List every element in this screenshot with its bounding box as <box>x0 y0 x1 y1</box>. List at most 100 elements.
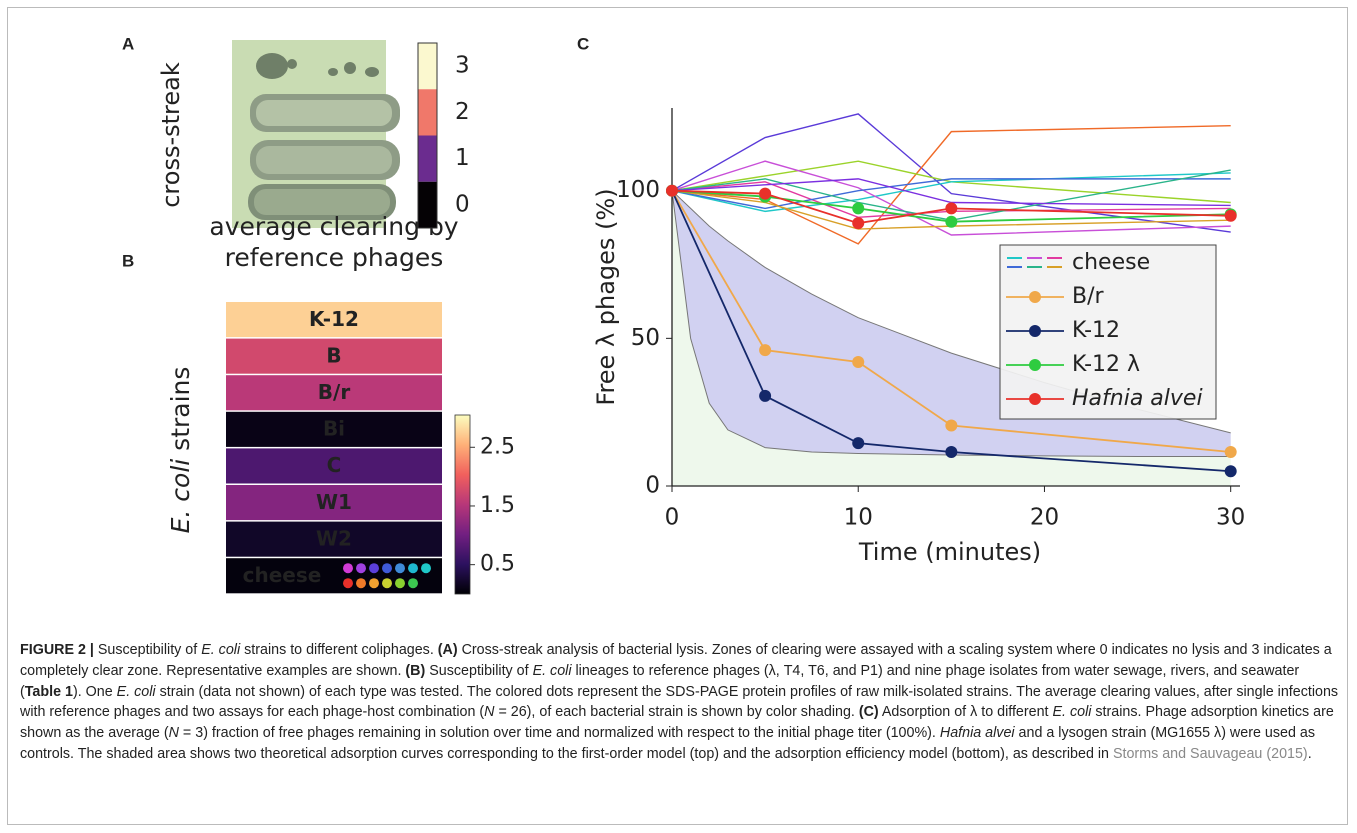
caption-text: Cross-streak analysis of bacterial lysis… <box>20 642 1332 679</box>
data-point <box>666 184 678 197</box>
x-tick-label: 30 <box>1216 505 1245 531</box>
data-point <box>852 355 865 368</box>
data-point <box>1224 446 1237 459</box>
figure: A cross-streak B average clearing by ref… <box>122 34 1245 595</box>
profile-dot <box>356 578 366 589</box>
band-lower <box>671 190 1231 457</box>
data-point <box>945 419 958 432</box>
profile-dot <box>395 563 405 574</box>
figure-frame <box>7 7 1348 825</box>
legend-label: Hafnia alvei <box>1072 386 1203 411</box>
cheese-line <box>671 178 1231 207</box>
y-axis-label: Free λ phages (%) <box>592 188 620 405</box>
colorbar-label: 0 <box>455 191 470 217</box>
colorbar-label: 1.5 <box>480 493 515 518</box>
colorbar-label: 1 <box>455 145 470 171</box>
data-point <box>759 187 772 200</box>
caption-text: Table 1 <box>24 683 73 700</box>
panel-c: 0 50 100 0 10 20 30 cheese B/r K-12 K-12 λ Hafnia a… <box>616 108 1245 531</box>
colorbar-label: 2 <box>455 99 470 125</box>
panel-a: 3 2 1 0 <box>417 42 470 229</box>
colorbar-segment <box>418 89 437 136</box>
data-point <box>759 389 772 402</box>
heatmap-cell <box>226 338 442 374</box>
colorbar-segment <box>418 135 437 182</box>
row-label: B/r <box>318 380 351 404</box>
y-axis-label: E. coli strains <box>166 367 195 534</box>
row-label: Bi <box>323 417 345 441</box>
y-tick-label: 50 <box>631 325 660 351</box>
colorbar-label: 2.5 <box>480 434 515 459</box>
data-point <box>759 344 772 357</box>
y-axis-label-part: E. coli <box>166 459 195 534</box>
legend-marker <box>1029 325 1041 337</box>
caption-text[interactable]: Storms and Sauvageau (2015) <box>1112 745 1308 762</box>
data-point <box>852 217 865 230</box>
caption-text: strains to different coliphages. <box>240 642 438 658</box>
legend-label: cheese <box>1072 250 1150 275</box>
colorbar-label: 3 <box>455 53 470 79</box>
caption: FIGURE 2 | Susceptibility of E. coli str… <box>20 640 1342 765</box>
caption-text: N <box>168 725 179 742</box>
y-tick-label: 100 <box>616 177 660 203</box>
caption-text: E. coli <box>1052 704 1092 721</box>
panel-label: C <box>577 34 589 53</box>
profile-dot <box>343 578 353 589</box>
profile-dot <box>408 578 418 589</box>
data-point <box>945 215 958 228</box>
caption-text: (B) <box>405 662 426 679</box>
y-axis-label-part: strains <box>166 367 195 459</box>
profile-dot <box>369 563 379 574</box>
colorbar-segment <box>418 181 437 228</box>
caption-text: ). One <box>72 683 117 700</box>
data-point <box>852 437 865 450</box>
data-point <box>852 202 865 215</box>
caption-text: . <box>1307 745 1312 762</box>
legend-marker <box>1029 291 1041 303</box>
heatmap-cell <box>226 521 442 557</box>
heatmap-cell <box>226 375 442 411</box>
cheese-line <box>671 125 1231 245</box>
caption-text: (A) <box>437 642 458 658</box>
heatmap-title: reference phages <box>225 243 444 272</box>
cheese-line <box>671 178 1231 210</box>
x-axis-label: Time (minutes) <box>858 538 1041 566</box>
legend-label: K-12 λ <box>1072 352 1140 377</box>
heatmap-cell <box>226 485 442 521</box>
colorbar-label: 0.5 <box>480 552 515 577</box>
profile-dot <box>382 563 392 574</box>
panel-label: B <box>122 251 134 270</box>
data-point <box>945 446 958 459</box>
profile-dot <box>343 563 353 574</box>
panel-label: A <box>122 34 134 53</box>
heatmap-cell <box>226 411 442 447</box>
profile-dot <box>382 578 392 589</box>
y-axis-label: cross-streak <box>157 62 185 208</box>
profile-dot <box>395 578 405 589</box>
caption-text: E. coli <box>201 642 241 658</box>
cheese-line <box>671 113 1231 233</box>
heatmap-cell <box>226 558 442 594</box>
legend-marker <box>1029 393 1041 405</box>
caption-text: N <box>484 704 495 721</box>
colorbar-segment <box>418 43 437 90</box>
x-tick-label: 10 <box>844 505 873 531</box>
cheese-line <box>671 160 1231 204</box>
caption-text: FIGURE 2 | <box>20 642 94 658</box>
caption-text: Susceptibility of <box>425 662 533 679</box>
caption-text: E. coli <box>116 683 156 700</box>
colorbar <box>454 414 471 595</box>
legend-marker <box>1029 359 1041 371</box>
profile-dot <box>421 563 431 574</box>
caption-text: E. coli <box>532 662 572 679</box>
profile-dot <box>408 563 418 574</box>
data-point <box>945 202 958 215</box>
caption-text: strain (data not shown) of each type was… <box>20 683 1339 721</box>
heatmap-title: average clearing by <box>209 212 458 241</box>
caption-text: lineages to reference phages (λ, T4, T6,… <box>20 662 1300 700</box>
caption-text: = 3) fraction of free phages remaining i… <box>178 725 940 742</box>
caption-text: strains. Phage adsorption kinetics are s… <box>20 704 1334 742</box>
profile-dot <box>356 563 366 574</box>
colorbar-frame <box>417 42 438 229</box>
